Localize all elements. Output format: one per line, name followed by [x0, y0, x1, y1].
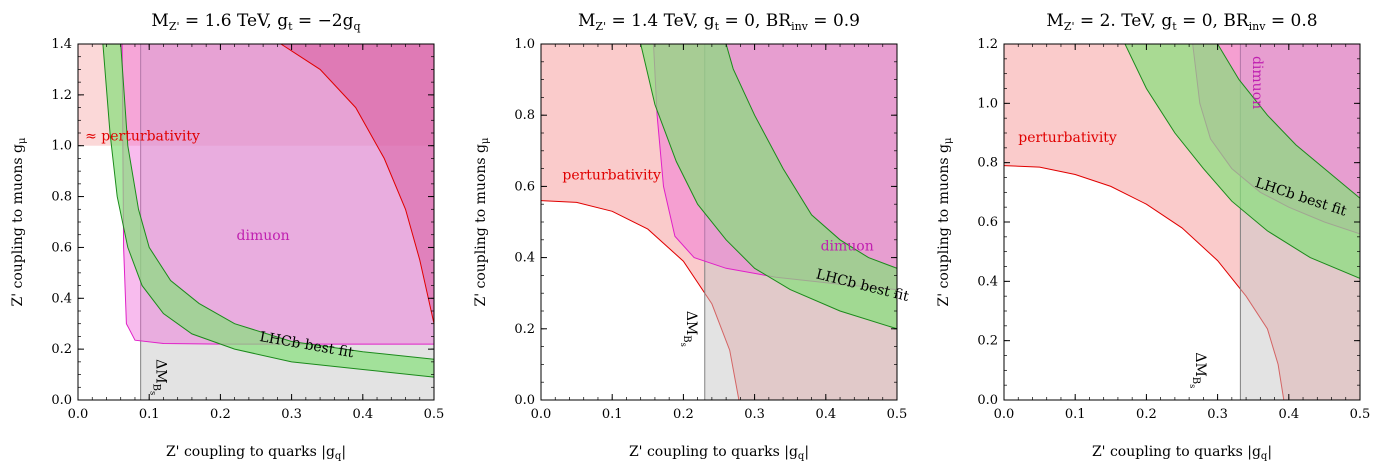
dimuon-region [122, 44, 434, 345]
y-tick-label: 0.6 [514, 179, 535, 194]
x-tick-label: 0.4 [1278, 407, 1299, 422]
y-axis-label: Z' coupling to muons gμ [10, 137, 28, 307]
y-tick-label: 0.2 [977, 334, 998, 349]
y-tick-label: 0.6 [51, 240, 72, 255]
plot-area [1004, 44, 1360, 400]
lhcb-upper-edge [120, 44, 434, 360]
x-tick-label: 0.3 [1207, 407, 1228, 422]
y-tick-label: 0.4 [514, 251, 535, 266]
y-tick-label: 1.0 [51, 139, 72, 154]
dimuon-label: dimuon [1249, 56, 1265, 109]
y-tick-label: 1.0 [514, 37, 535, 52]
lhcb-band [102, 44, 434, 378]
dimuon-label: dimuon [237, 228, 290, 244]
x-tick-label: 0.5 [887, 407, 908, 422]
x-tick-label: 0.0 [531, 407, 552, 422]
dimuon-label: dimuon [821, 238, 874, 254]
lhcb-upper-edge [725, 44, 897, 269]
x-axis-label: Z' coupling to quarks |gq| [166, 444, 346, 462]
chart-panel-1: 0.0 0.1 0.2 0.3 0.4 0.5 0.0 0.2 0.4 0.6 0.8 1.0 1.2 1… [10, 11, 444, 462]
y-tick-label: 1.0 [977, 96, 998, 111]
y-axis-label: Z' coupling to muons gμ [936, 137, 954, 307]
x-axis-label: Z' coupling to quarks |gq| [629, 444, 809, 462]
x-tick-label: 0.0 [994, 407, 1015, 422]
y-tick-label: 1.2 [977, 37, 998, 52]
x-tick-label: 0.1 [139, 407, 160, 422]
x-tick-label: 0.1 [602, 407, 623, 422]
panel-title: MZ' = 1.4 TeV, gt = 0, BRinv = 0.9 [578, 11, 860, 33]
lhcb-lower-edge [640, 44, 897, 330]
x-axis-label: Z' coupling to quarks |gq| [1092, 444, 1272, 462]
dimuon-boundary [121, 44, 434, 345]
x-tick-label: 0.3 [281, 407, 302, 422]
x-tick-label: 0.2 [210, 407, 231, 422]
y-tick-label: 0.4 [51, 291, 72, 306]
y-tick-label: 0.0 [977, 393, 998, 408]
dm-bs-label: ΔMBs [679, 311, 699, 347]
y-tick-label: 0.8 [514, 108, 535, 123]
y-tick-label: 0.0 [51, 393, 72, 408]
x-tick-label: 0.4 [352, 407, 373, 422]
perturbativity-label: perturbativity [562, 167, 661, 183]
x-tick-label: 0.2 [673, 407, 694, 422]
x-tick-label: 0.0 [68, 407, 89, 422]
y-axis-label: Z' coupling to muons gμ [473, 137, 491, 307]
y-tick-label: 1.2 [51, 88, 72, 103]
x-tick-label: 0.3 [744, 407, 765, 422]
lhcb-upper-edge [1217, 44, 1360, 199]
y-tick-label: 0.2 [514, 322, 535, 337]
panel-title: MZ' = 2. TeV, gt = 0, BRinv = 0.8 [1046, 11, 1317, 33]
y-tick-label: 0.8 [977, 156, 998, 171]
y-tick-label: 0.6 [977, 215, 998, 230]
lhcb-lower-edge [102, 44, 434, 378]
x-tick-label: 0.5 [1350, 407, 1371, 422]
x-tick-label: 0.5 [424, 407, 445, 422]
y-tick-label: 0.8 [51, 190, 72, 205]
chart-panel-3: 0.0 0.1 0.2 0.3 0.4 0.5 0.0 0.2 0.4 0.6 0.8 1.0 1.2 M… [936, 11, 1370, 462]
perturbativity-label: ≈ perturbativity [85, 129, 200, 145]
lhcb-band [1125, 44, 1360, 279]
lhcb-band [640, 44, 897, 329]
dimuon-dark-boundary [280, 44, 434, 324]
y-tick-label: 1.4 [51, 37, 72, 52]
plot-area [78, 44, 434, 400]
x-tick-label: 0.2 [1136, 407, 1157, 422]
y-tick-label: 0.2 [51, 342, 72, 357]
dm-bs-label: ΔMBs [1188, 352, 1208, 388]
plot-area [541, 44, 897, 400]
dimuon-dark-region [280, 44, 434, 324]
lhcb-lower-edge [1124, 44, 1360, 279]
perturbativity-label: perturbativity [1018, 130, 1117, 146]
y-tick-label: 0.0 [514, 393, 535, 408]
dm-bs-label: ΔMBs [148, 359, 168, 395]
y-tick-label: 0.4 [977, 274, 998, 289]
x-tick-label: 0.4 [815, 407, 836, 422]
chart-panel-2: 0.0 0.1 0.2 0.3 0.4 0.5 0.0 0.2 0.4 0.6 0.8 1.0 MZ' … [473, 11, 911, 462]
panel-title: MZ' = 1.6 TeV, gt = −2gq [151, 11, 360, 33]
x-tick-label: 0.1 [1065, 407, 1086, 422]
